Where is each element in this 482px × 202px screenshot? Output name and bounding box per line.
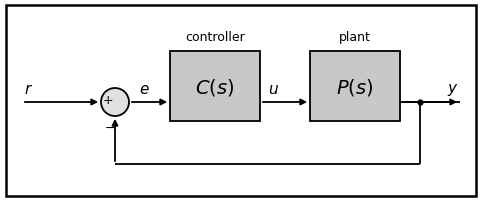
Text: $P(s)$: $P(s)$ [336, 76, 374, 97]
Text: $C(s)$: $C(s)$ [195, 76, 235, 97]
Text: r: r [24, 81, 30, 96]
Bar [170, 52, 260, 121]
Bar [310, 52, 400, 121]
Text: plant: plant [339, 31, 371, 44]
Text: +: + [103, 93, 114, 106]
Text: u: u [268, 81, 278, 96]
Text: −: − [105, 121, 115, 134]
Circle shape [101, 88, 129, 116]
Text: e: e [139, 81, 148, 96]
Text: controller: controller [185, 31, 245, 44]
Text: y: y [447, 81, 456, 96]
